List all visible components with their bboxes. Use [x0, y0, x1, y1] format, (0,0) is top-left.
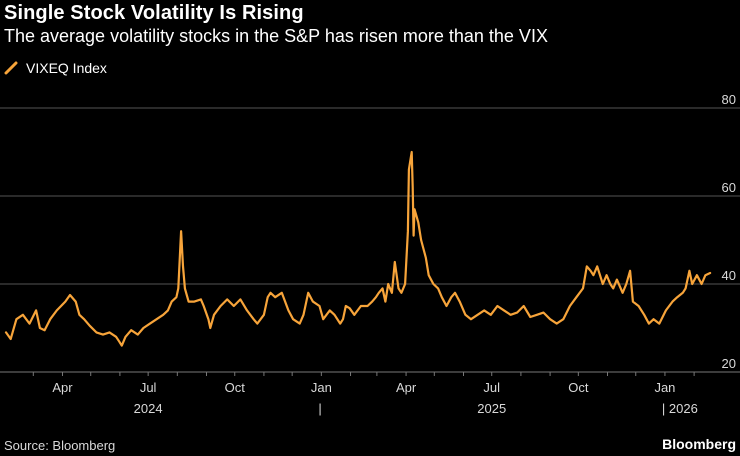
x-tick-label: Jan [311, 380, 332, 395]
x-tick-label: Apr [52, 380, 73, 395]
year-label: 2024 [134, 401, 163, 416]
x-tick-label: Jul [140, 380, 157, 395]
y-tick-label: 40 [722, 268, 736, 283]
year-label: 2025 [477, 401, 506, 416]
legend: VIXEQ Index [4, 60, 107, 76]
year-label: | [318, 401, 321, 416]
y-tick-label: 20 [722, 356, 736, 371]
x-tick-label: Oct [568, 380, 589, 395]
y-tick-label: 80 [722, 92, 736, 107]
legend-label: VIXEQ Index [26, 60, 107, 76]
x-tick-label: Jul [483, 380, 500, 395]
x-tick-label: Oct [225, 380, 246, 395]
y-tick-label: 60 [722, 180, 736, 195]
year-label: | 2026 [662, 401, 698, 416]
brand-logo: Bloomberg [662, 436, 736, 452]
chart-title: Single Stock Volatility Is Rising [4, 2, 304, 24]
chart-subtitle: The average volatility stocks in the S&P… [4, 26, 548, 46]
x-tick-label: Jan [654, 380, 675, 395]
x-tick-label: Apr [396, 380, 417, 395]
legend-swatch [4, 61, 18, 75]
source-note: Source: Bloomberg [4, 438, 116, 453]
series-line-vixeq [4, 150, 712, 347]
